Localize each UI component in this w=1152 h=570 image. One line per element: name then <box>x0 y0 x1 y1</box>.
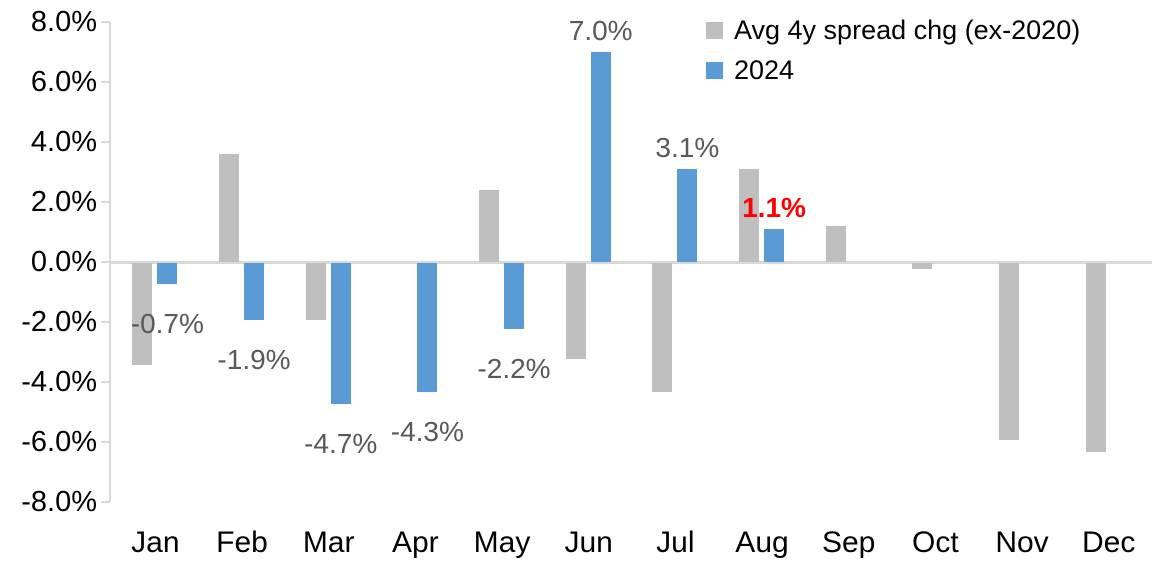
y-tick-mark <box>101 21 110 23</box>
y-tick-label: 2.0% <box>30 186 97 218</box>
y-tick-mark <box>101 381 110 383</box>
bar-avg-4y-spread-chg-ex-2020--jun <box>565 263 586 359</box>
x-tick-label-feb: Feb <box>216 526 268 559</box>
bar-2024-jan <box>157 263 178 284</box>
y-tick-label: 6.0% <box>30 66 97 98</box>
legend-swatch-gray-icon <box>706 21 723 39</box>
x-tick-label-jun: Jun <box>564 526 613 559</box>
bar-2024-may <box>504 263 524 329</box>
y-tick-label: -8.0% <box>21 486 97 518</box>
y-tick-mark <box>101 441 110 443</box>
bar-2024-aug <box>764 229 784 262</box>
bar-2024-jul <box>677 169 698 262</box>
data-label-jun: 7.0% <box>568 15 633 46</box>
legend-label-2024: 2024 <box>734 54 795 85</box>
legend: Avg 4y spread chg (ex-2020) 2024 <box>706 10 1080 90</box>
bar-avg-4y-spread-chg-ex-2020--feb <box>219 154 239 262</box>
y-tick-mark <box>101 321 110 323</box>
data-label-may: -2.2% <box>477 353 551 384</box>
data-label-feb: -1.9% <box>217 344 291 375</box>
y-tick-label: 0.0% <box>30 246 97 278</box>
bar-2024-feb <box>244 263 264 320</box>
x-tick-label-jan: Jan <box>131 526 180 559</box>
legend-item-avg-4y-spread: Avg 4y spread chg (ex-2020) <box>706 10 1080 50</box>
legend-label-avg-4y-spread: Avg 4y spread chg (ex-2020) <box>734 14 1081 45</box>
y-tick-label: -6.0% <box>21 426 97 458</box>
data-label-mar: -4.7% <box>304 428 378 459</box>
bar-avg-4y-spread-chg-ex-2020--nov <box>999 263 1019 440</box>
x-tick-label-oct: Oct <box>911 526 959 559</box>
y-tick-label: 8.0% <box>30 6 97 38</box>
y-tick-label: -2.0% <box>21 306 97 338</box>
bar-avg-4y-spread-chg-ex-2020--jul <box>652 263 673 392</box>
x-tick-label-nov: Nov <box>995 526 1049 559</box>
bar-avg-4y-spread-chg-ex-2020--dec <box>1085 263 1106 452</box>
y-tick-mark <box>101 81 110 83</box>
data-label-jul: 3.1% <box>655 132 720 163</box>
x-tick-label-apr: Apr <box>391 526 439 559</box>
bar-2024-jun <box>590 52 611 262</box>
bar-avg-4y-spread-chg-ex-2020--may <box>479 190 499 262</box>
y-tick-mark <box>101 261 110 263</box>
y-tick-mark <box>101 201 110 203</box>
x-tick-label-dec: Dec <box>1081 526 1136 559</box>
y-tick-mark <box>101 501 110 503</box>
bar-avg-4y-spread-chg-ex-2020--aug <box>739 169 759 262</box>
x-tick-label-sep: Sep <box>821 526 876 559</box>
legend-item-2024: 2024 <box>706 50 1080 90</box>
x-tick-label-may: May <box>473 526 531 559</box>
x-tick-label-aug: Aug <box>735 526 789 559</box>
bar-avg-4y-spread-chg-ex-2020--sep <box>825 226 846 262</box>
data-label-aug: 1.1% <box>742 192 806 223</box>
y-tick-mark <box>101 141 110 143</box>
bar-avg-4y-spread-chg-ex-2020--mar <box>305 263 326 320</box>
bar-avg-4y-spread-chg-ex-2020--jan <box>132 263 153 365</box>
y-tick-label: -4.0% <box>21 366 97 398</box>
x-tick-label-mar: Mar <box>302 526 355 559</box>
bar-2024-apr <box>417 263 438 392</box>
bar-2024-mar <box>330 263 351 404</box>
zero-gridline <box>110 261 1152 264</box>
bar-avg-4y-spread-chg-ex-2020--oct <box>912 263 933 269</box>
data-label-jan: -0.7% <box>130 308 204 339</box>
y-tick-label: 4.0% <box>30 126 97 158</box>
data-label-apr: -4.3% <box>390 416 464 447</box>
legend-swatch-blue-icon <box>706 61 723 79</box>
x-tick-label-jul: Jul <box>656 526 695 559</box>
